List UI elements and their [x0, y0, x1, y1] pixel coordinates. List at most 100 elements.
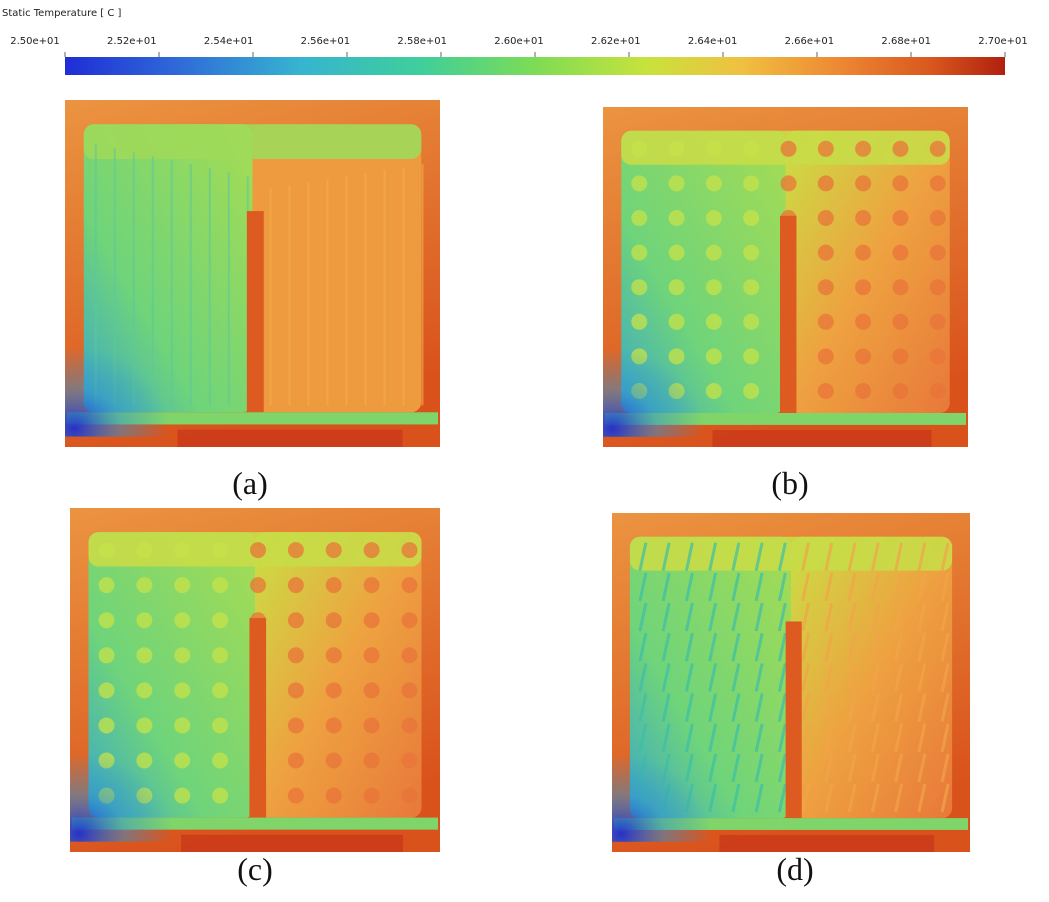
pin	[930, 383, 946, 399]
tick-label: 2.52e+01	[107, 36, 157, 47]
pin	[743, 210, 759, 226]
panel-label: (d)	[776, 851, 813, 887]
pin	[631, 175, 647, 191]
bottom-hot-zone	[719, 835, 934, 852]
pin	[892, 279, 908, 295]
pin	[136, 542, 152, 558]
pin	[892, 245, 908, 261]
pin	[364, 577, 380, 593]
pin	[930, 210, 946, 226]
pin	[136, 577, 152, 593]
pin	[669, 210, 685, 226]
tick-label: 2.64e+01	[688, 36, 738, 47]
pin	[669, 245, 685, 261]
pin	[818, 383, 834, 399]
pin	[326, 542, 342, 558]
colorbar-ticks: 2.50e+01 2.52e+01 2.54e+01 2.56e+01 2.58e+01…	[10, 36, 1028, 57]
pin	[212, 542, 228, 558]
pin	[855, 314, 871, 330]
pin	[212, 577, 228, 593]
pin	[364, 753, 380, 769]
panel-label: (c)	[237, 851, 273, 887]
tick-label: 2.62e+01	[591, 36, 641, 47]
contour-panel	[70, 508, 440, 852]
pin	[326, 682, 342, 698]
pin	[669, 141, 685, 157]
pin	[930, 141, 946, 157]
pin	[288, 682, 304, 698]
pin	[818, 175, 834, 191]
pin	[892, 348, 908, 364]
pin	[174, 647, 190, 663]
right-region	[791, 537, 952, 818]
pin	[402, 717, 418, 733]
tick-label: 2.54e+01	[204, 36, 254, 47]
colorbar	[65, 57, 1005, 75]
pin	[781, 141, 797, 157]
pin	[364, 788, 380, 804]
tick-label: 2.66e+01	[785, 36, 835, 47]
pin	[402, 612, 418, 628]
pin	[855, 141, 871, 157]
pin	[631, 141, 647, 157]
pin	[706, 175, 722, 191]
tick-label: 2.58e+01	[397, 36, 447, 47]
tick-label: 2.50e+01	[10, 36, 60, 47]
tick-label: 2.56e+01	[301, 36, 351, 47]
contour-panel	[603, 107, 968, 447]
pin	[818, 245, 834, 261]
contour-panel	[65, 100, 440, 447]
tick-label: 2.70e+01	[978, 36, 1028, 47]
pin	[288, 542, 304, 558]
pin	[326, 577, 342, 593]
pin	[855, 279, 871, 295]
inlet-cold-zone	[603, 277, 786, 437]
pin	[402, 788, 418, 804]
colorbar-title: Static Temperature [ C ]	[2, 8, 122, 19]
bottom-hot-zone	[178, 430, 403, 447]
pin	[402, 542, 418, 558]
pin	[402, 647, 418, 663]
pin	[631, 245, 647, 261]
pin	[706, 210, 722, 226]
pin	[364, 647, 380, 663]
pin	[288, 717, 304, 733]
figure: Static Temperature [ C ] 2.50e+01 2.52e+0…	[0, 0, 1049, 902]
panel-label: (a)	[232, 465, 268, 501]
pin	[892, 210, 908, 226]
pin	[855, 245, 871, 261]
bottom-hot-zone	[181, 835, 403, 852]
pin	[781, 175, 797, 191]
pin	[250, 542, 266, 558]
panels: (a) (b) (c) (d)	[65, 100, 970, 887]
pin	[402, 753, 418, 769]
pin	[743, 175, 759, 191]
pin	[892, 314, 908, 330]
pin	[892, 383, 908, 399]
pin	[930, 348, 946, 364]
bottom-hot-zone	[713, 430, 932, 447]
pin	[99, 577, 115, 593]
pin	[288, 612, 304, 628]
panel-label: (b)	[771, 465, 808, 501]
tick-label: 2.60e+01	[494, 36, 544, 47]
inlet-cold-zone	[65, 274, 253, 437]
pin	[174, 612, 190, 628]
pin	[930, 175, 946, 191]
pin	[743, 141, 759, 157]
pin	[326, 647, 342, 663]
pin	[631, 210, 647, 226]
pin	[364, 682, 380, 698]
inlet-cold-zone	[612, 683, 791, 842]
pin	[364, 717, 380, 733]
pin	[326, 788, 342, 804]
pin	[364, 542, 380, 558]
inlet-cold-zone	[70, 680, 255, 842]
pin	[930, 314, 946, 330]
pin	[250, 577, 266, 593]
pin	[288, 753, 304, 769]
pin	[743, 245, 759, 261]
right-region	[253, 124, 422, 412]
pin	[892, 175, 908, 191]
pin	[706, 245, 722, 261]
